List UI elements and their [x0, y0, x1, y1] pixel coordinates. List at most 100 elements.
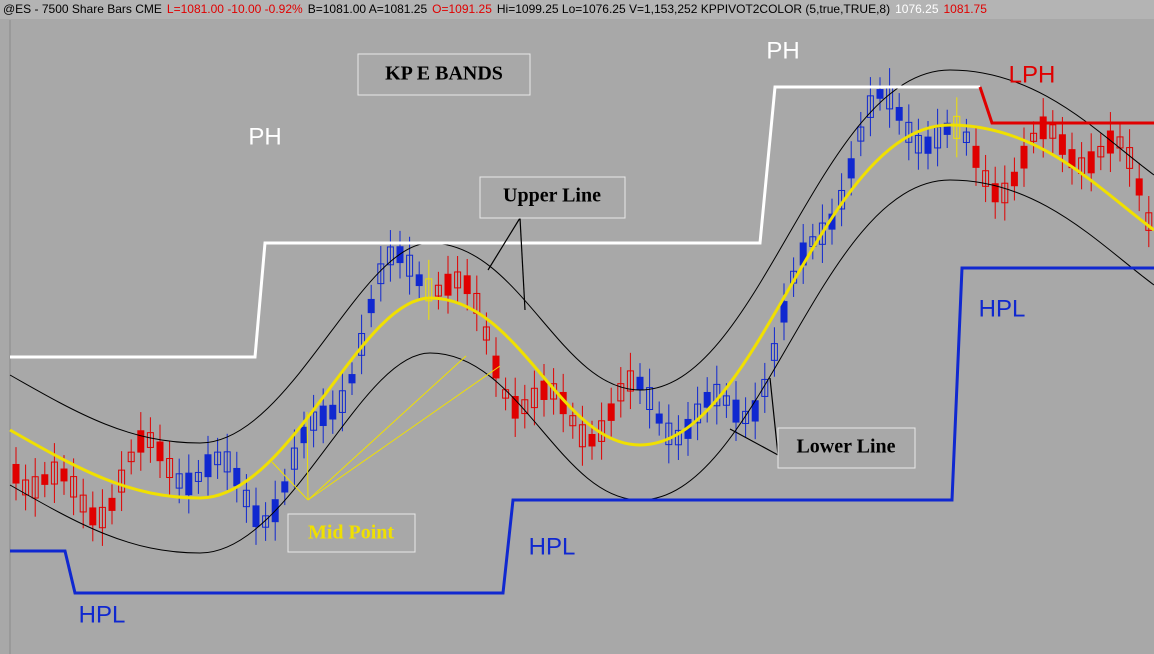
candle-body	[924, 136, 932, 154]
lower-label: Lower Line	[796, 436, 895, 458]
candle-body	[943, 122, 951, 135]
candle-body	[962, 131, 970, 143]
title: KP E BANDS	[385, 63, 503, 85]
candle-body	[1001, 182, 1009, 204]
candle-body	[1097, 145, 1105, 158]
lph-label: LPH	[1009, 61, 1056, 88]
candle-body	[146, 432, 154, 448]
mid-label: Mid Point	[308, 522, 394, 544]
candle-body	[60, 468, 68, 482]
candle-body	[780, 301, 788, 323]
candle-body	[12, 463, 20, 484]
candle-body	[118, 469, 126, 493]
candle-body	[300, 426, 308, 444]
candle-body	[818, 222, 826, 245]
candle-body	[425, 278, 433, 302]
candle-body	[972, 145, 980, 168]
candle-body	[722, 395, 730, 406]
mid-arrows	[271, 355, 501, 501]
band-arrows	[487, 217, 779, 456]
candle-body	[578, 424, 586, 448]
candle-body	[281, 481, 289, 493]
upper-box	[479, 176, 626, 219]
candle-body	[1087, 151, 1095, 174]
hpl-label: HPL	[529, 533, 576, 560]
candle-body	[415, 274, 423, 287]
upper-label: Upper Line	[503, 185, 601, 207]
candle-body	[703, 391, 711, 408]
candle-body	[137, 430, 145, 453]
candle-body	[166, 458, 174, 479]
header-segment: 1076.25	[895, 2, 939, 16]
candle-body	[31, 476, 39, 499]
candle-body	[79, 494, 87, 513]
candle-body	[1010, 171, 1018, 187]
mid-box	[287, 513, 416, 553]
candle-body	[386, 246, 394, 266]
candle-body	[761, 378, 769, 397]
candle-body	[50, 461, 58, 485]
candle-body	[444, 273, 452, 296]
header-segment: Hi=1099.25 Lo=1076.25 V=1,153,252 KPPIVO…	[497, 2, 890, 16]
ph-label: PH	[248, 123, 281, 150]
candle-body	[175, 473, 183, 489]
candle-body	[991, 183, 999, 203]
candle-body	[530, 387, 538, 409]
bands	[9, 69, 1154, 595]
header-text: @ES - 7500 Share Bars CME L=1081.00 -10.0…	[3, 2, 987, 16]
lower-box	[777, 427, 916, 469]
candle-body	[98, 506, 106, 529]
candle-body	[70, 476, 78, 498]
candle-body	[742, 410, 750, 425]
candle-body	[108, 497, 116, 511]
candle-body	[866, 95, 874, 118]
candle-body	[895, 106, 903, 121]
candle-body	[406, 254, 414, 277]
candle-body	[1058, 134, 1066, 155]
candle-body	[626, 370, 634, 392]
ph-line	[10, 85, 980, 359]
candle-body	[665, 422, 673, 446]
candle-body	[876, 89, 884, 99]
candle-body	[41, 474, 49, 485]
candle-body	[290, 447, 298, 470]
candle-body	[982, 170, 990, 187]
candle-body	[914, 134, 922, 154]
candle-body	[857, 126, 865, 142]
lower-band	[9, 179, 1154, 554]
candle-body	[204, 454, 212, 478]
candle-body	[185, 472, 193, 496]
candle-body	[847, 158, 855, 179]
hpl-line	[10, 266, 1154, 595]
candle-body	[588, 433, 596, 447]
candle-body	[348, 374, 356, 384]
hpl-label: HPL	[979, 295, 1026, 322]
upper-band	[9, 69, 1154, 444]
candle-body	[22, 479, 30, 496]
candle-body	[732, 399, 740, 423]
candle-body	[156, 441, 164, 462]
candle-body	[1030, 132, 1038, 142]
candle-body	[540, 380, 548, 400]
lph-line	[978, 86, 1154, 125]
header-segment: 1081.75	[944, 2, 988, 16]
candle-body	[1135, 178, 1143, 196]
candle-body	[319, 405, 327, 427]
hpl-label: HPL	[79, 601, 126, 628]
candle-body	[233, 467, 241, 487]
candle-body	[252, 505, 260, 528]
candle-body	[329, 404, 337, 420]
candle-body	[905, 121, 913, 143]
candle-body	[89, 507, 97, 526]
candle-body	[655, 413, 663, 424]
candle-body	[636, 376, 644, 391]
candle-body	[953, 115, 961, 139]
candle-body	[569, 415, 577, 427]
candle-body	[607, 403, 615, 421]
header-segment: L=1081.00 -10.00 -0.92%	[167, 2, 303, 16]
candle-body	[646, 387, 654, 410]
candle-body	[482, 326, 490, 341]
candle-body	[1020, 145, 1028, 169]
candle-body	[617, 383, 625, 402]
